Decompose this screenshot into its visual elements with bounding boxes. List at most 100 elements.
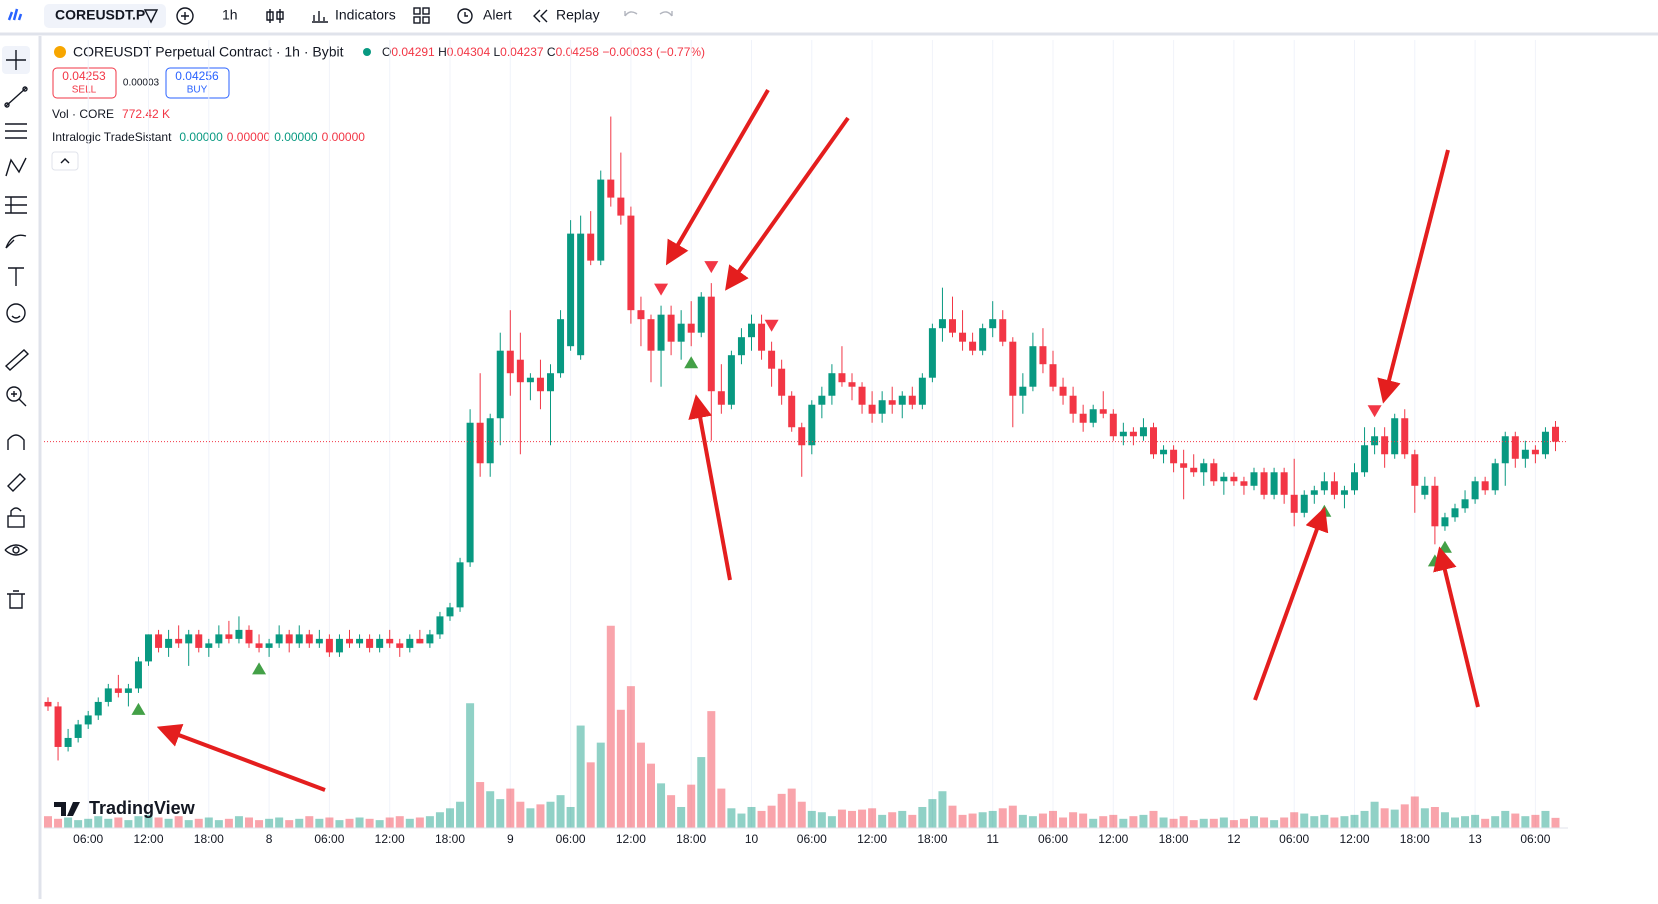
drawing-tools[interactable] (2, 46, 30, 609)
candle-body (376, 638, 384, 648)
alert-icon[interactable] (457, 8, 473, 24)
volume-bar (466, 703, 475, 828)
candle-body (366, 638, 374, 648)
volume-bar (1340, 816, 1349, 828)
indicators-icon[interactable] (312, 11, 328, 23)
x-tick-label: 06:00 (73, 832, 103, 846)
volume-bar (998, 808, 1007, 828)
volume-bar (1239, 818, 1248, 828)
volume-bar (84, 818, 93, 828)
volume-bar (415, 817, 424, 828)
value: 0.04304 (447, 45, 491, 59)
candle-body (265, 643, 273, 648)
volume-bar (1471, 814, 1480, 828)
candle-body (1109, 413, 1117, 437)
redo[interactable] (659, 11, 673, 17)
candle-body (1180, 463, 1188, 468)
candle-body (737, 337, 745, 356)
candle-body (1220, 476, 1228, 482)
candle-body (466, 422, 474, 563)
x-tick-label: 06:00 (314, 832, 344, 846)
chart-type[interactable] (266, 9, 284, 23)
volume-bar (1038, 813, 1047, 828)
buy-label[interactable]: BUY (187, 85, 208, 96)
candle-body (346, 638, 353, 644)
candle-body (406, 638, 414, 648)
volume-bar (1219, 817, 1228, 828)
undo[interactable] (624, 11, 638, 17)
volume-bar (144, 814, 153, 828)
sell-button[interactable] (52, 67, 117, 99)
symbol-logo (54, 46, 66, 58)
candle-body (587, 233, 595, 261)
volume-bar (1099, 816, 1108, 828)
indicators-button[interactable]: Indicators (335, 7, 396, 23)
candle-body (1059, 386, 1067, 396)
candle-body (1461, 499, 1469, 509)
volume-bar (616, 709, 625, 828)
volume-bar (94, 816, 103, 828)
symbol-icon[interactable] (143, 9, 159, 24)
x-tick-label: 18:00 (1159, 832, 1189, 846)
label: L (493, 45, 500, 59)
collapse-button[interactable] (51, 151, 79, 171)
candle-body (1160, 449, 1168, 455)
volume-legend: Vol · CORE 772.42 K (52, 107, 170, 121)
candle-body (275, 634, 283, 644)
volume-bar (807, 810, 816, 828)
alert-button[interactable]: Alert (483, 7, 512, 23)
volume-bar (446, 808, 454, 828)
candle-body (1210, 463, 1218, 482)
sell-label[interactable]: SELL (72, 85, 97, 96)
buy-price[interactable]: 0.04256 (175, 69, 219, 83)
volume-bar (174, 816, 183, 828)
volume-bar (747, 806, 756, 828)
candle-body (1250, 472, 1258, 486)
volume-bar (1159, 817, 1168, 828)
candle-body (1521, 449, 1529, 459)
label: H (438, 45, 447, 59)
candle-body (1541, 431, 1549, 455)
change: −0.00033 (−0.77%) (602, 45, 705, 59)
value: 0.00000 (274, 130, 318, 144)
candle-body (506, 350, 514, 374)
volume-bar (1461, 816, 1470, 828)
interval[interactable]: 1h (222, 7, 238, 23)
sell-signal (654, 283, 669, 296)
volume-bar (1330, 817, 1339, 828)
volume-bar (586, 762, 595, 828)
volume-bar (1290, 812, 1299, 828)
add-symbol[interactable] (176, 7, 194, 25)
layouts[interactable] (413, 7, 430, 24)
candle-body (868, 404, 876, 414)
volume-bar (104, 818, 113, 828)
replay-icon[interactable] (533, 9, 548, 23)
volume-bar (405, 818, 414, 828)
volume-bar (64, 817, 73, 828)
candle-body (1089, 409, 1097, 423)
candle-body (1290, 494, 1298, 513)
volume-bar (797, 801, 806, 828)
volume-bar (968, 813, 977, 828)
candle-body (717, 391, 725, 405)
volume-bar (868, 808, 877, 828)
buy-signal (131, 702, 146, 715)
volume-bar (1410, 796, 1419, 828)
spread: 0.00003 (123, 78, 160, 89)
symbol-button[interactable] (44, 4, 166, 28)
replay-button[interactable]: Replay (556, 7, 600, 23)
candle-body (1381, 436, 1389, 455)
candle-body (1139, 427, 1147, 437)
volume-bar (1049, 810, 1057, 828)
candle-body (1401, 418, 1409, 455)
volume-bar (978, 812, 987, 828)
volume-bar (1531, 814, 1540, 828)
label: Intralogic TradeSistant (52, 130, 172, 144)
value: 0.04237 (500, 45, 544, 59)
sell-price[interactable]: 0.04253 (62, 69, 106, 83)
volume-bar (425, 816, 434, 828)
volume-bar (516, 801, 525, 828)
symbol[interactable]: COREUSDT.P (55, 7, 145, 23)
buy-button[interactable] (165, 67, 230, 99)
candle-body (898, 395, 906, 405)
